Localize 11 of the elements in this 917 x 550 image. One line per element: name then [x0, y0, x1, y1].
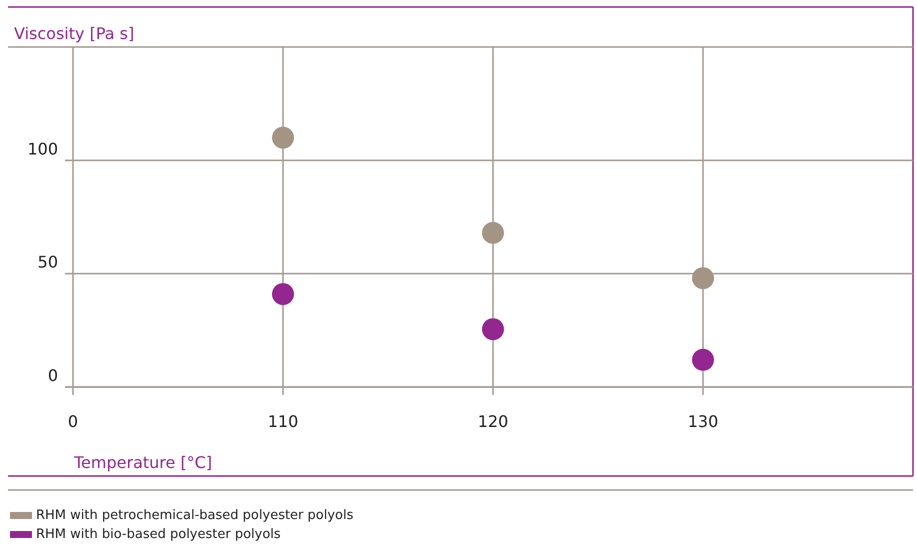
x-tick-label: 0	[68, 412, 78, 431]
x-tick-label: 120	[478, 412, 508, 431]
y-axis-title: Viscosity [Pa s]	[14, 24, 134, 43]
legend-label: RHM with bio-based polyester polyols	[36, 527, 281, 542]
x-tick-label: 130	[688, 412, 718, 431]
x-tick-label: 110	[268, 412, 298, 431]
y-tick-label: 50	[38, 252, 58, 272]
legend-label: RHM with petrochemical-based polyester polyols	[36, 508, 354, 523]
y-tick-label: 100	[27, 139, 58, 158]
x-axis-title: Temperature [°C]	[73, 453, 212, 472]
y-tick-label: 0	[48, 366, 58, 385]
